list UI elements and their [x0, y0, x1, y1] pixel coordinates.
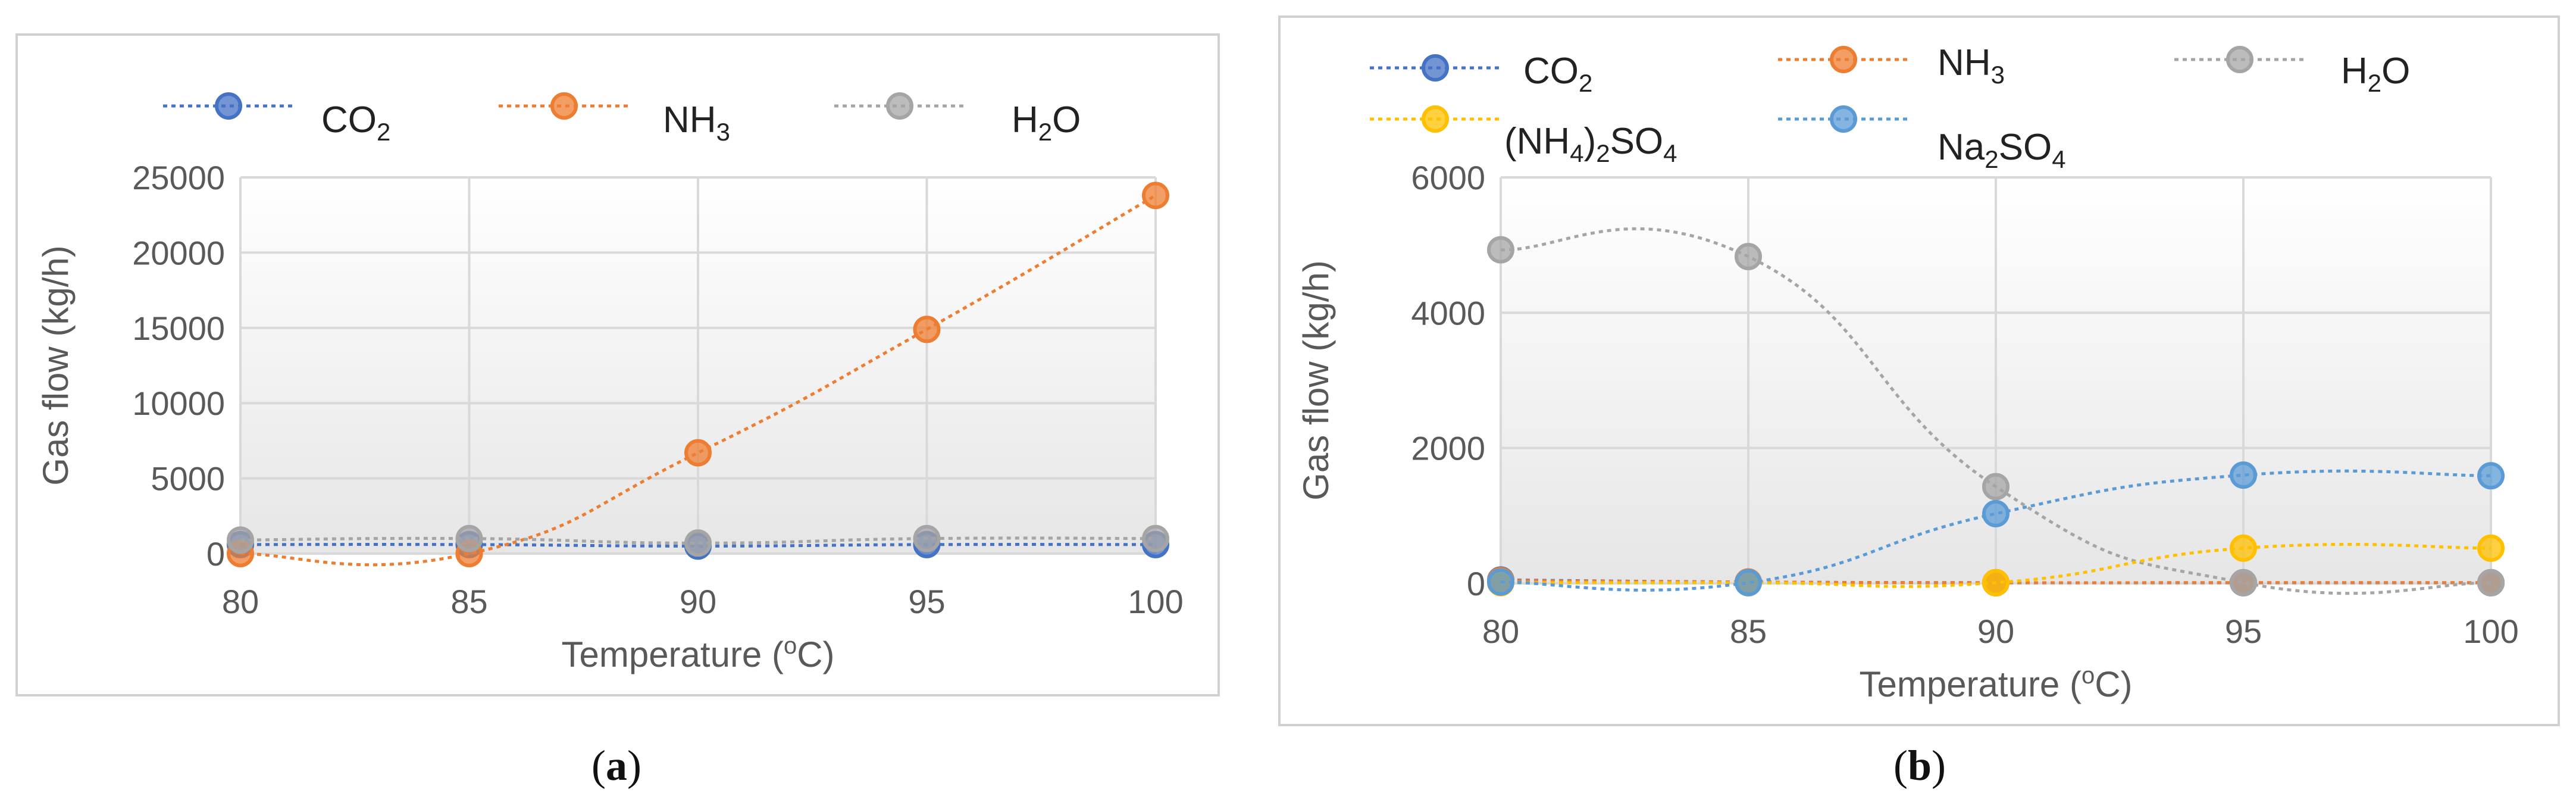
panel-b-legend-label: H2​O — [2341, 51, 2410, 97]
panel-a-y-tick-label: 0 — [206, 535, 225, 573]
panel-a-series-line — [240, 536, 1156, 545]
panel-a-legend-marker — [886, 92, 913, 120]
panel-b-data-point — [2477, 568, 2505, 596]
panel-a-series-line — [240, 543, 1156, 548]
panel-b-data-point — [2230, 534, 2257, 562]
panel-b-data-point — [1982, 568, 2010, 596]
panel-a-y-tick-label: 25000 — [132, 159, 225, 196]
panel-a-y-axis-title: Gas flow (kg/h) — [36, 245, 76, 485]
panel-b-label: (b) — [1893, 742, 1946, 789]
panel-a-x-tick-label: 90 — [680, 583, 716, 620]
panel-b-legend-marker — [1830, 46, 1857, 73]
panel-b-y-tick-label: 6000 — [1411, 159, 1485, 196]
panel-b-x-tick-label: 80 — [1482, 613, 1519, 650]
panel-b-legend-label: Na2​SO4​ — [1938, 127, 2066, 173]
panel-b-data-point — [1487, 236, 1514, 264]
panel-b-x-tick-label: 100 — [2463, 613, 2518, 650]
panel-b-legend-label: CO2​ — [1523, 51, 1592, 97]
panel-b-data-point — [2230, 461, 2257, 489]
panel-b-x-tick-label: 95 — [2225, 613, 2262, 650]
panel-a-x-axis-title: Temperature (oC) — [561, 633, 834, 674]
panel-a-label: (a) — [591, 742, 641, 789]
panel-a-data-point — [913, 315, 941, 343]
panel-b-legend-marker — [1830, 105, 1857, 133]
panel-b-legend-marker — [1422, 105, 1449, 133]
panel-b-data-point — [1735, 568, 1762, 596]
panel-b-data-point — [1735, 242, 1762, 270]
panel-a-data-point — [1142, 524, 1169, 552]
panel-a-legend-marker — [550, 92, 578, 120]
panel-a-x-tick-label: 100 — [1128, 583, 1183, 620]
panel-a-y-tick-label: 20000 — [132, 234, 225, 271]
panel-b-x-axis-title: Temperature (oC) — [1859, 663, 2132, 704]
panel-b-y-tick-label: 4000 — [1411, 294, 1485, 332]
panel-a-x-tick-label: 80 — [222, 583, 259, 620]
panel-a-legend-label: CO2​ — [321, 99, 390, 146]
panel-b-series-line — [1500, 227, 2492, 595]
panel-b-y-tick-label: 0 — [1467, 565, 1485, 602]
panel-a-data-point — [455, 524, 483, 552]
panel-b-data-point — [2477, 462, 2505, 490]
panel-b-data-point — [2477, 534, 2505, 562]
panel-a-x-tick-label: 95 — [908, 583, 945, 620]
panel-b-data-point — [2230, 568, 2257, 596]
panel-a-legend-marker — [215, 92, 242, 120]
panel-a-y-tick-label: 10000 — [132, 385, 225, 422]
panel-a-data-point — [1142, 182, 1169, 210]
panel-b-data-point — [1982, 473, 2010, 501]
panel-a-data-point — [913, 524, 941, 552]
panel-b-legend-label: NH3​ — [1938, 42, 2005, 89]
panel-b-y-axis-title: Gas flow (kg/h) — [1296, 260, 1336, 500]
panel-a-data-point — [227, 526, 254, 554]
panel-b-legend-marker — [2226, 46, 2253, 73]
panel-b-x-tick-label: 90 — [1977, 613, 2014, 650]
panel-a-y-tick-label: 15000 — [132, 310, 225, 347]
chart-panel-a: 0 5000 10000 15000 20000 25000 80 85 90 95 100 Temp… — [36, 92, 1184, 674]
chart-panel-b: 0 2000 4000 6000 80 85 90 95 100 Temperature (oC)… — [1296, 42, 2519, 704]
panel-a-y-tick-label: 5000 — [151, 460, 225, 498]
panel-b-legend-marker — [1422, 54, 1449, 82]
panel-b-x-tick-label: 85 — [1730, 613, 1767, 650]
panel-a-legend-label: NH3​ — [663, 99, 730, 146]
panel-a-x-tick-label: 85 — [450, 583, 487, 620]
panel-a-data-point — [684, 439, 712, 467]
panel-b-legend-label: (NH4​)2​SO4​ — [1504, 121, 1677, 167]
panel-b-data-point — [1487, 568, 1514, 596]
panel-b-data-point — [1982, 499, 2010, 527]
panel-a-data-point — [684, 529, 712, 557]
panel-a-legend-label: H2​O — [1012, 99, 1081, 146]
panel-b-y-tick-label: 2000 — [1411, 430, 1485, 467]
